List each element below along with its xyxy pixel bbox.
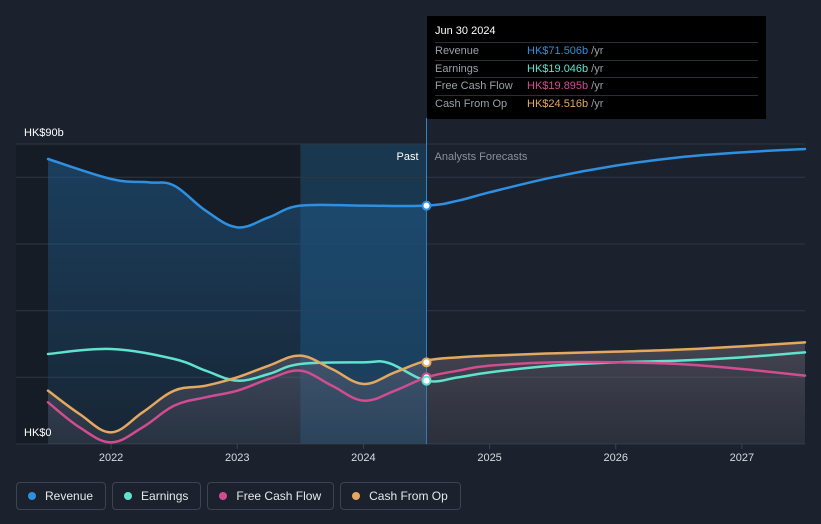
tooltip-row-free-cash-flow: Free Cash Flow HK$19.895b /yr bbox=[435, 77, 758, 95]
x-tick-label: 2026 bbox=[604, 452, 628, 464]
tooltip-row-revenue: Revenue HK$71.506b /yr bbox=[435, 42, 758, 60]
y-tick-label: HK$90b bbox=[24, 127, 64, 139]
tooltip-row-earnings: Earnings HK$19.046b /yr bbox=[435, 59, 758, 78]
tooltip-value: HK$19.895b bbox=[527, 80, 589, 93]
tooltip-unit: /yr bbox=[591, 62, 604, 75]
tooltip-row-cash-from-op: Cash From Op HK$24.516b /yr bbox=[435, 94, 758, 113]
past-label: Past bbox=[396, 151, 418, 163]
legend-dot-icon bbox=[124, 492, 133, 500]
legend-dot-icon bbox=[352, 492, 361, 500]
series-line-free-cash-flow bbox=[46, 360, 807, 444]
tooltip-label: Free Cash Flow bbox=[435, 80, 513, 93]
tooltip-unit: /yr bbox=[591, 80, 604, 93]
tooltip-value: HK$19.046b bbox=[527, 62, 589, 75]
series-line-revenue bbox=[46, 147, 807, 229]
cash-from-op-area bbox=[48, 342, 805, 444]
marker-earnings bbox=[421, 375, 432, 386]
legend: Revenue Earnings Free Cash Flow Cash Fro… bbox=[16, 482, 461, 510]
x-tick-label: 2024 bbox=[351, 452, 375, 464]
legend-label: Revenue bbox=[45, 489, 94, 503]
tooltip-label: Cash From Op bbox=[435, 97, 508, 110]
x-tick-label: 2025 bbox=[477, 452, 501, 464]
legend-item-cash-from-op[interactable]: Cash From Op bbox=[340, 482, 461, 510]
x-tick-label: 2027 bbox=[730, 452, 754, 464]
marker-revenue bbox=[421, 200, 432, 211]
tooltip-value: HK$24.516b bbox=[527, 97, 589, 110]
legend-item-revenue[interactable]: Revenue bbox=[16, 482, 107, 510]
tooltip-label: Revenue bbox=[435, 45, 480, 58]
legend-label: Free Cash Flow bbox=[236, 489, 322, 503]
y-tick-label: HK$0 bbox=[24, 427, 52, 439]
legend-dot-icon bbox=[28, 492, 36, 500]
x-tick-label: 2022 bbox=[99, 452, 123, 464]
tooltip-unit: /yr bbox=[591, 97, 604, 110]
tooltip-date: Jun 30 2024 bbox=[435, 25, 496, 37]
legend-dot-icon bbox=[219, 492, 228, 500]
tooltip: Jun 30 2024 Revenue HK$71.506b /yr Earni… bbox=[427, 16, 766, 119]
legend-item-free-cash-flow[interactable]: Free Cash Flow bbox=[207, 482, 335, 510]
legend-label: Earnings bbox=[141, 489, 189, 503]
tooltip-unit: /yr bbox=[591, 45, 604, 58]
tooltip-value: HK$71.506b bbox=[527, 45, 589, 58]
forecast-label: Analysts Forecasts bbox=[435, 151, 528, 163]
x-tick-label: 2023 bbox=[225, 452, 249, 464]
tooltip-label: Earnings bbox=[435, 62, 479, 75]
legend-label: Cash From Op bbox=[369, 489, 448, 503]
series-line-cash-from-op bbox=[46, 341, 807, 434]
legend-item-earnings[interactable]: Earnings bbox=[112, 482, 202, 510]
marker-cash-from-op bbox=[421, 357, 432, 368]
